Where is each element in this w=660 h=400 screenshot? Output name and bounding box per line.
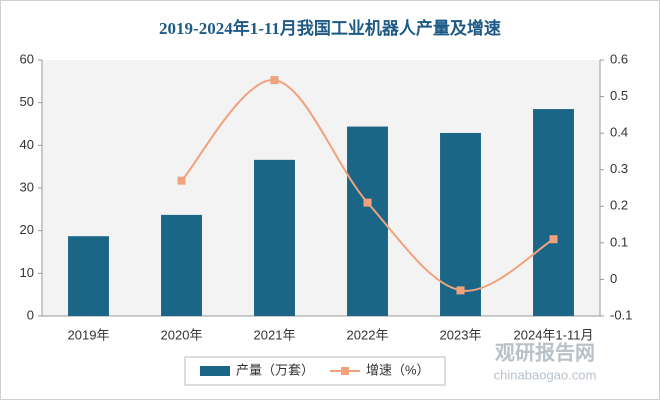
bar bbox=[254, 159, 295, 316]
bar bbox=[347, 126, 388, 316]
line-marker bbox=[456, 286, 465, 295]
y-tick-label: 10 bbox=[20, 265, 34, 280]
watermark-brand: 观研报告网 bbox=[495, 340, 595, 364]
x-tick-label: 2019年 bbox=[68, 327, 110, 342]
line bbox=[180, 79, 555, 292]
legend-label: 产量（万套） bbox=[236, 362, 314, 377]
x-tick-label: 2022年 bbox=[347, 327, 389, 342]
y2-tick-label: 0.1 bbox=[610, 234, 628, 249]
x-tick-label: 2023年 bbox=[440, 327, 482, 342]
plot-area bbox=[42, 60, 600, 316]
legend-swatch bbox=[341, 367, 349, 375]
y2-tick-label: 0.6 bbox=[610, 51, 628, 66]
y2-tick-label: 0 bbox=[610, 271, 617, 286]
watermark-url: chinabaogao.com bbox=[494, 367, 597, 382]
chart-title: 2019-2024年1-11月我国工业机器人产量及增速 bbox=[159, 18, 501, 38]
line-marker bbox=[177, 176, 186, 185]
y2-tick-label: 0.5 bbox=[610, 88, 628, 103]
y-tick-label: 50 bbox=[20, 94, 34, 109]
y-tick-label: 60 bbox=[20, 51, 34, 66]
x-tick-label: 2021年 bbox=[254, 327, 296, 342]
y2-tick-label: -0.1 bbox=[610, 307, 632, 322]
bar bbox=[533, 109, 574, 316]
line-marker bbox=[549, 235, 558, 244]
y2-tick-label: 0.4 bbox=[610, 125, 628, 140]
x-tick-label: 2020年 bbox=[161, 327, 203, 342]
bar bbox=[161, 214, 202, 316]
y-tick-label: 40 bbox=[20, 137, 34, 152]
y-tick-label: 0 bbox=[27, 307, 34, 322]
y2-tick-label: 0.2 bbox=[610, 198, 628, 213]
line-marker bbox=[270, 76, 279, 85]
legend-swatch bbox=[200, 366, 230, 376]
x-tick-label: 2024年1-11月 bbox=[514, 327, 594, 342]
y-tick-label: 20 bbox=[20, 222, 34, 237]
y2-tick-label: 0.3 bbox=[610, 161, 628, 176]
legend-label: 增速（%） bbox=[366, 362, 430, 377]
line-marker bbox=[363, 198, 372, 207]
bar bbox=[68, 236, 109, 316]
y-tick-label: 30 bbox=[20, 179, 34, 194]
